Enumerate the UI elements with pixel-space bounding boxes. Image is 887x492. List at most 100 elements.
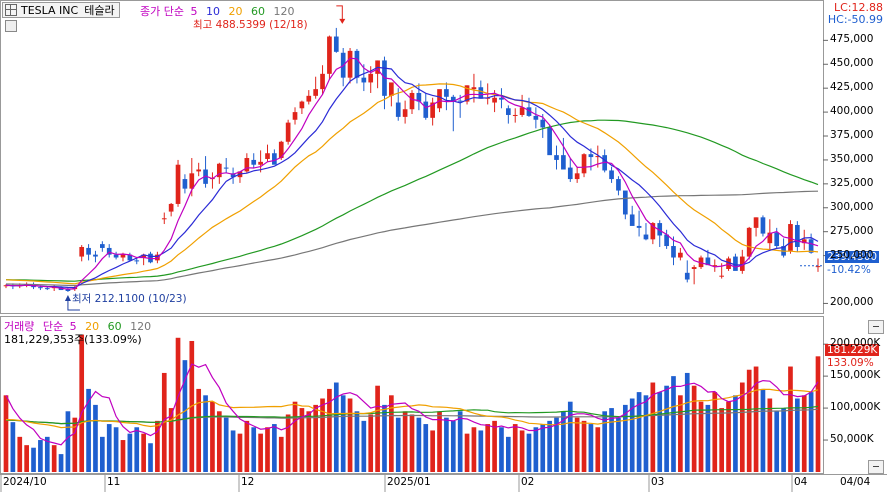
vol-ma60-legend: 60 xyxy=(107,320,122,333)
volume-bar xyxy=(595,427,601,472)
volume-bar xyxy=(141,433,146,472)
vol-ma20-legend: 20 xyxy=(85,320,100,333)
symbol-name: TESLA INC xyxy=(21,3,79,17)
volume-bar xyxy=(31,447,36,472)
volume-bar xyxy=(671,376,676,472)
candle-body xyxy=(471,87,477,90)
candle-body xyxy=(753,217,759,228)
vol-ma5-legend: 5 xyxy=(69,320,77,333)
price-tick-label: 275,000 xyxy=(830,224,874,237)
volume-bar xyxy=(168,408,174,472)
volume-bar xyxy=(801,395,807,472)
volume-bar xyxy=(333,382,339,472)
collapse-pane-button[interactable] xyxy=(868,320,884,334)
volume-tick-label: 200,000K xyxy=(830,337,881,350)
price-tick-label: 400,000 xyxy=(830,105,874,118)
candle-body xyxy=(760,217,766,234)
candle-body xyxy=(292,112,298,120)
volume-bar xyxy=(726,401,731,472)
candle-body xyxy=(499,97,504,100)
volume-bar xyxy=(746,369,752,472)
candle-body xyxy=(540,119,546,128)
volume-bar xyxy=(636,392,642,472)
volume-bar xyxy=(155,420,160,472)
volume-bar xyxy=(533,427,539,472)
candle-body xyxy=(127,254,133,261)
price-tick-label: 325,000 xyxy=(830,176,874,189)
volume-bar xyxy=(437,411,442,472)
ma5-line xyxy=(5,57,819,290)
candle-body xyxy=(272,153,277,165)
high-marker-line xyxy=(336,5,343,20)
volume-bar xyxy=(86,388,91,472)
candle-body xyxy=(464,85,470,102)
volume-bar xyxy=(815,356,821,472)
volume-bar xyxy=(416,417,422,472)
grid-icon xyxy=(5,4,17,16)
ma-label: 종가 단순 xyxy=(140,5,184,18)
symbol-selector[interactable]: TESLA INC 테슬라 xyxy=(2,2,120,18)
volume-bar xyxy=(650,382,656,472)
settings-icon[interactable] xyxy=(5,20,17,32)
volume-bar xyxy=(3,395,9,472)
volume-bar xyxy=(781,408,786,472)
volume-bar xyxy=(643,395,649,472)
volume-bar xyxy=(265,427,270,472)
candle-body xyxy=(79,246,85,257)
ma60-line xyxy=(5,119,819,282)
volume-bar xyxy=(175,337,181,472)
volume-bar xyxy=(760,388,766,472)
candle-body xyxy=(65,289,71,291)
candle-body xyxy=(733,256,738,271)
candle-body xyxy=(678,252,683,258)
ma60-legend: 60 xyxy=(250,5,265,18)
volume-bar xyxy=(478,430,484,472)
volume-bar xyxy=(382,404,387,472)
candle-body xyxy=(223,167,229,169)
candle-body xyxy=(691,267,697,269)
expand-pane-button[interactable] xyxy=(868,460,884,474)
volume-value: 181,229,353주(133.09%) xyxy=(4,333,142,346)
price-tick-label: 375,000 xyxy=(830,129,874,142)
volume-bar xyxy=(134,427,140,472)
volume-bar xyxy=(581,420,587,472)
price-tick-label: 300,000 xyxy=(830,200,874,213)
volume-bar xyxy=(79,334,85,472)
candle-body xyxy=(44,288,50,290)
ma120-legend: 120 xyxy=(273,5,295,18)
candle-body xyxy=(113,254,119,258)
volume-bar xyxy=(733,395,738,472)
candle-body xyxy=(574,173,580,180)
volume-bar xyxy=(278,436,284,472)
date-tick-label: 11 xyxy=(107,476,121,488)
ma120-line xyxy=(5,190,819,287)
candle-body xyxy=(712,265,718,267)
date-tick-label: 02 xyxy=(521,476,535,488)
candle-body xyxy=(258,161,263,165)
volume-bar xyxy=(292,401,298,472)
volume-bar xyxy=(24,445,29,472)
volume-bar xyxy=(51,445,57,472)
volume-bar xyxy=(519,430,525,472)
candle-body xyxy=(430,102,435,118)
volume-bar xyxy=(210,401,215,472)
candle-body xyxy=(616,179,621,191)
volume-bar xyxy=(430,430,435,472)
volume-tick-label: 150,000K xyxy=(830,369,881,382)
price-tick-label: 425,000 xyxy=(830,81,874,94)
volume-bar xyxy=(354,411,360,472)
volume-bar xyxy=(657,392,663,472)
candle-body xyxy=(278,141,284,159)
lc-label: LC:12.88 xyxy=(833,1,883,14)
candle-body xyxy=(801,239,807,244)
date-tick-label: 04 xyxy=(794,476,808,488)
candle-body xyxy=(657,223,663,236)
volume-bar xyxy=(574,417,580,472)
candle-body xyxy=(609,170,614,180)
volume-bar xyxy=(540,424,546,472)
candle-body xyxy=(526,107,532,116)
volume-bar xyxy=(547,420,552,472)
candle-body xyxy=(285,122,291,142)
candle-body xyxy=(99,244,105,248)
